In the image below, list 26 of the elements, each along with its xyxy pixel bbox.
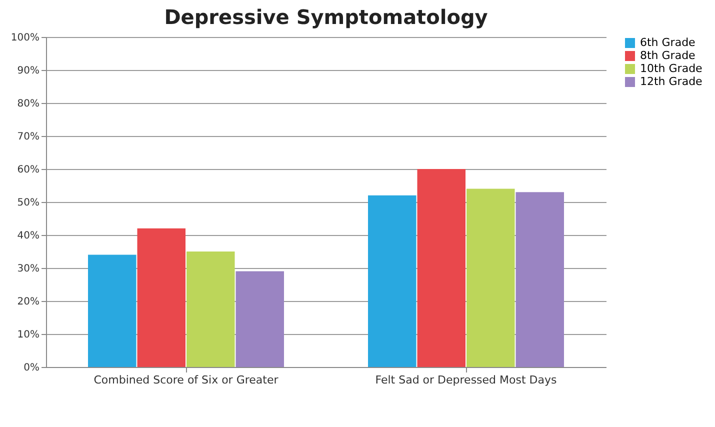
bar: [236, 271, 284, 367]
bar: [368, 195, 416, 367]
y-tick-label: 70%: [17, 132, 40, 142]
legend-label: 8th Grade: [640, 49, 696, 62]
bar: [417, 169, 466, 367]
chart-title: Depressive Symptomatology: [164, 5, 488, 29]
bar: [516, 192, 564, 367]
y-tick-label: 20%: [17, 296, 40, 308]
y-tick-label: 60%: [17, 164, 40, 176]
y-tick-label: 40%: [17, 230, 40, 242]
legend-label: 6th Grade: [640, 36, 696, 49]
x-tick-label: Felt Sad or Depressed Most Days: [375, 374, 558, 386]
y-tick-label: 10%: [17, 330, 40, 340]
y-tick-label: 50%: [17, 198, 40, 208]
y-tick-label: 30%: [17, 264, 40, 274]
legend-label: 10th Grade: [640, 62, 703, 75]
y-tick-label: 100%: [10, 32, 40, 44]
y-tick-label: 90%: [17, 66, 40, 76]
bar: [466, 188, 515, 367]
y-tick-label: 80%: [17, 98, 40, 110]
bar: [186, 252, 235, 367]
y-tick-label: 0%: [24, 362, 40, 374]
bar: [137, 228, 186, 367]
legend-label: 12th Grade: [640, 75, 703, 88]
x-tick-label: Combined Score of Six or Greater: [94, 374, 279, 386]
bar: [88, 254, 136, 367]
